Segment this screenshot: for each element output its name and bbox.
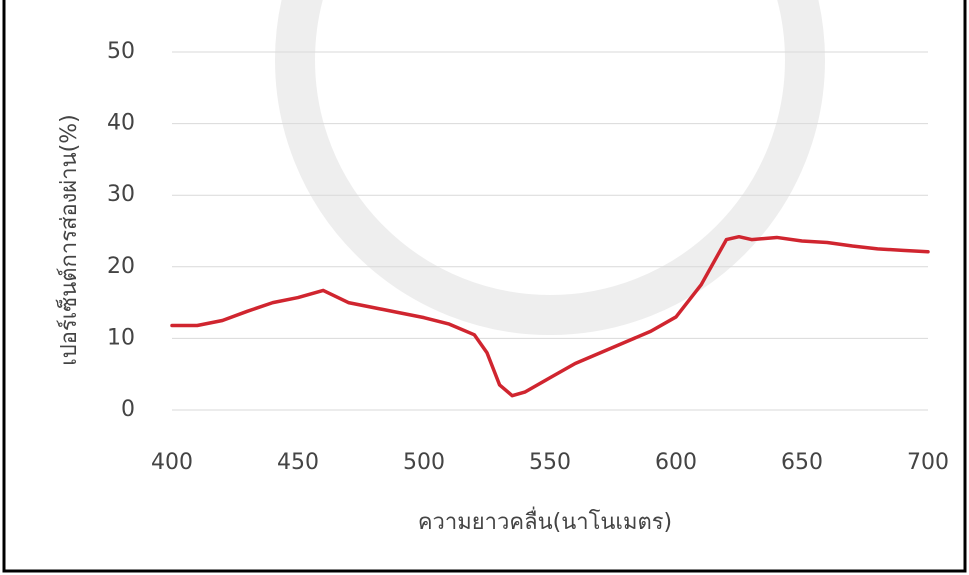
x-tick-label: 700 [907, 450, 949, 475]
y-tick-label: 50 [107, 39, 135, 64]
x-tick-label: 400 [151, 450, 193, 475]
y-tick-label: 30 [107, 182, 135, 207]
y-tick-label: 40 [107, 111, 135, 136]
watermark [275, 0, 825, 335]
y-tick-label: 0 [121, 397, 135, 422]
y-tick-label: 20 [107, 254, 135, 279]
x-tick-label: 450 [277, 450, 319, 475]
y-tick-label: 10 [107, 325, 135, 350]
data-line [170, 234, 930, 398]
x-tick-label: 600 [655, 450, 697, 475]
y-axis-title: เปอร์เซ็นต์การส่องผ่าน(%) [54, 114, 82, 366]
x-axis-title: ความยาวคลื่น(นาโนเมตร) [418, 506, 672, 535]
x-tick-label: 500 [403, 450, 445, 475]
x-tick-label: 650 [781, 450, 823, 475]
x-tick-label: 550 [529, 450, 571, 475]
